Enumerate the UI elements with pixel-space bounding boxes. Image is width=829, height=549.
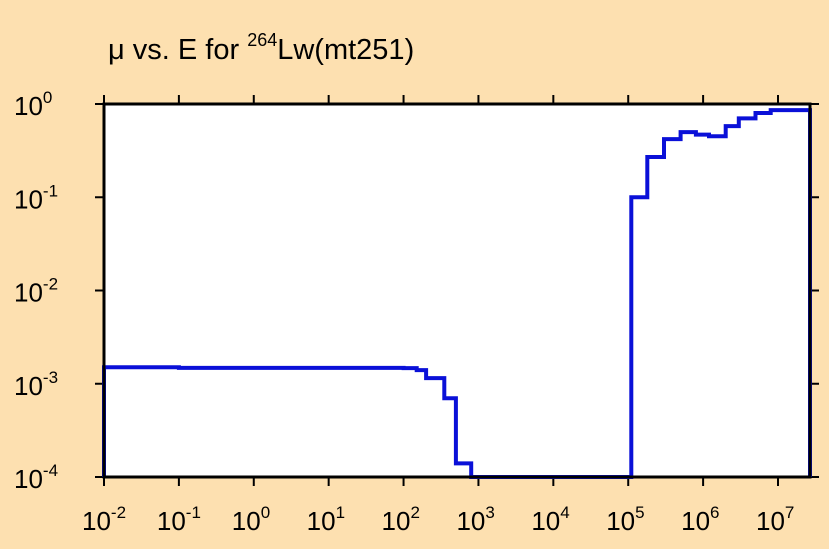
x-tick-label-1: 10-1 xyxy=(157,503,201,536)
plot-frame xyxy=(102,102,812,479)
x-tick-label-5: 103 xyxy=(456,503,494,536)
chart-title-prefix: μ vs. E for xyxy=(108,34,247,66)
series-line-0 xyxy=(102,108,812,479)
x-tick-label-0: 10-2 xyxy=(82,503,126,536)
x-tick-label-9: 107 xyxy=(756,503,794,536)
y-tick-label-2: 10-2 xyxy=(14,275,58,308)
y-tick-label-0: 100 xyxy=(14,88,52,121)
series-layer xyxy=(102,108,812,479)
y-tick-label-3: 10-3 xyxy=(14,368,58,401)
x-tick-label-4: 102 xyxy=(382,503,420,536)
y-tick-label-4: 10-4 xyxy=(14,461,58,494)
x-tick-label-3: 101 xyxy=(307,503,345,536)
y-tick-labels: 100 10-1 10-2 10-3 10-4 xyxy=(14,88,58,494)
x-tick-label-8: 106 xyxy=(681,503,719,536)
x-tick-label-7: 105 xyxy=(606,503,644,536)
y-tick-label-1: 10-1 xyxy=(14,181,58,214)
chart-title-suffix: Lw(mt251) xyxy=(277,34,414,66)
chart-title-superscript: 264 xyxy=(247,30,277,50)
x-tick-label-2: 100 xyxy=(232,503,270,536)
x-tick-labels: 10-2 10-1 100 101 102 103 104 105 106 107 xyxy=(82,503,794,536)
x-tick-label-6: 104 xyxy=(531,503,569,536)
chart-title: μ vs. E for 264Lw(mt251) xyxy=(108,30,414,66)
